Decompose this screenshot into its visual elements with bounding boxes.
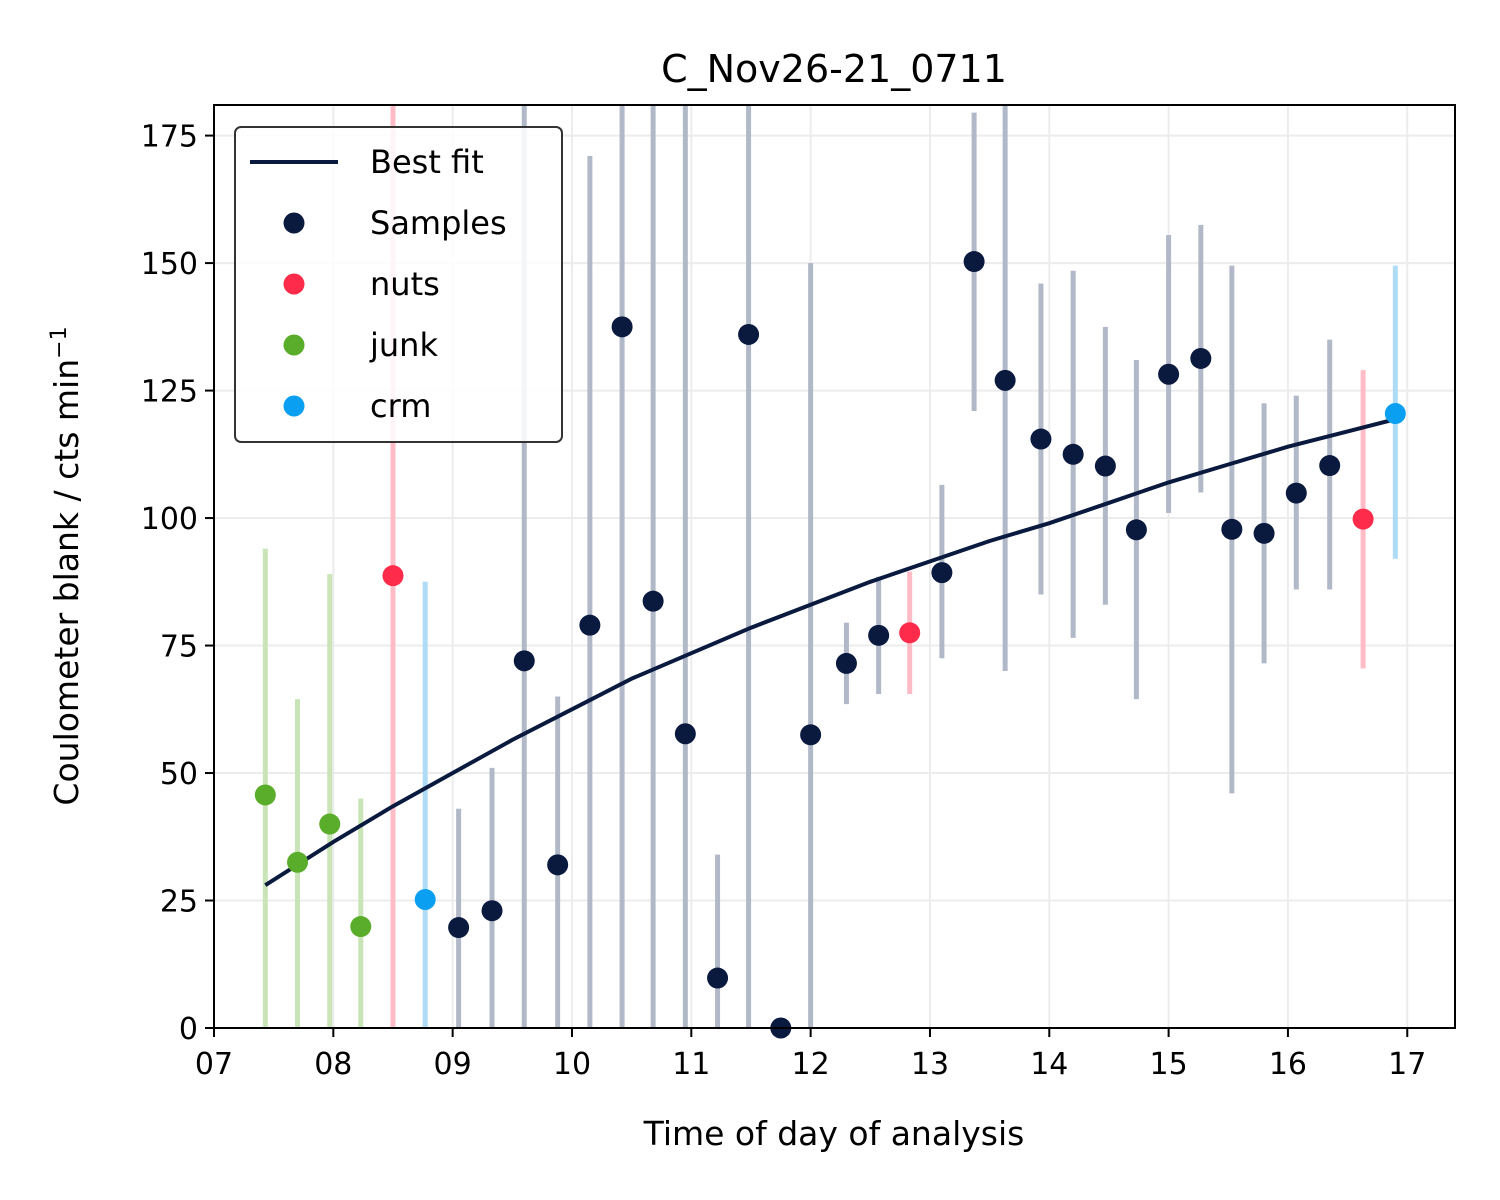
point-nuts xyxy=(899,622,921,644)
legend-box xyxy=(234,126,563,443)
legend-label: junk xyxy=(369,326,438,364)
plot-frame xyxy=(213,104,1456,1029)
y-tick-label: 25 xyxy=(160,885,198,920)
y-tick-label: 50 xyxy=(160,757,198,792)
point-samples xyxy=(481,900,503,922)
point-samples xyxy=(1030,428,1052,450)
point-samples xyxy=(1190,347,1212,369)
y-tick-label: 100 xyxy=(141,502,198,537)
point-samples xyxy=(835,652,857,674)
x-tick-label: 11 xyxy=(672,1047,710,1082)
x-tick-label: 16 xyxy=(1269,1047,1307,1082)
y-tick-label: 125 xyxy=(141,375,198,410)
point-samples xyxy=(738,323,760,345)
point-samples xyxy=(674,723,696,745)
x-tick-label: 14 xyxy=(1030,1047,1068,1082)
point-samples xyxy=(1158,363,1180,385)
x-tick-label: 12 xyxy=(792,1047,830,1082)
legend-label: Samples xyxy=(370,204,507,242)
point-samples xyxy=(963,251,985,273)
x-tick-label: 17 xyxy=(1388,1047,1426,1082)
point-samples xyxy=(1253,522,1275,544)
point-crm xyxy=(414,888,436,910)
point-samples xyxy=(868,624,890,646)
legend-marker-crm xyxy=(283,395,305,417)
point-nuts xyxy=(382,565,404,587)
data-points xyxy=(254,251,1406,1039)
y-axis-label-text: Coulometer blank / cts min xyxy=(47,359,86,806)
point-samples xyxy=(547,854,569,876)
legend-label: crm xyxy=(370,387,431,425)
legend-label: Best fit xyxy=(370,143,484,181)
x-tick-label: 10 xyxy=(553,1047,591,1082)
point-samples xyxy=(1285,482,1307,504)
x-tick-label: 09 xyxy=(434,1047,472,1082)
point-crm xyxy=(1384,403,1406,425)
x-tick-label: 15 xyxy=(1150,1047,1188,1082)
y-tick-label: 175 xyxy=(141,120,198,155)
x-tick-label: 07 xyxy=(195,1047,233,1082)
point-samples xyxy=(931,562,953,584)
legend-marker-junk xyxy=(283,334,305,356)
x-tick-label: 08 xyxy=(314,1047,352,1082)
point-samples xyxy=(642,590,664,612)
y-tick-label: 150 xyxy=(141,247,198,282)
point-samples xyxy=(579,614,601,636)
point-samples xyxy=(513,650,535,672)
best-fit-line xyxy=(264,416,1399,887)
legend-marker-nuts xyxy=(283,273,305,295)
chart-title: C_Nov26-21_0711 xyxy=(661,47,1007,91)
legend-marker-samples xyxy=(283,212,305,234)
point-samples xyxy=(611,316,633,338)
point-samples xyxy=(707,967,729,989)
point-junk xyxy=(254,784,276,806)
point-samples xyxy=(448,917,470,939)
x-axis: 07 08 09 10 11 12 13 14 15 16 17 xyxy=(195,1028,1426,1082)
point-samples xyxy=(1319,455,1341,477)
y-tick-label: 0 xyxy=(179,1012,198,1047)
y-axis-label: Coulometer blank / cts min−1 xyxy=(47,326,86,805)
point-junk xyxy=(287,851,309,873)
point-samples xyxy=(1062,443,1084,465)
legend: Best fit Samples nuts junk crm xyxy=(234,126,563,443)
legend-label: nuts xyxy=(370,265,440,303)
point-samples xyxy=(1125,519,1147,541)
point-samples xyxy=(1221,518,1243,540)
point-junk xyxy=(350,916,372,938)
x-axis-label: Time of day of analysis xyxy=(643,1114,1025,1153)
y-axis-label-superscript: −1 xyxy=(47,326,72,358)
point-samples xyxy=(994,369,1016,391)
point-nuts xyxy=(1352,508,1374,530)
point-junk xyxy=(319,813,341,835)
y-axis: 0 25 50 75 100 125 150 175 xyxy=(141,120,214,1047)
best-fit-curve xyxy=(264,416,1399,887)
y-tick-label: 75 xyxy=(160,630,198,665)
point-samples xyxy=(800,724,822,746)
point-samples xyxy=(1094,455,1116,477)
x-tick-label: 13 xyxy=(911,1047,949,1082)
